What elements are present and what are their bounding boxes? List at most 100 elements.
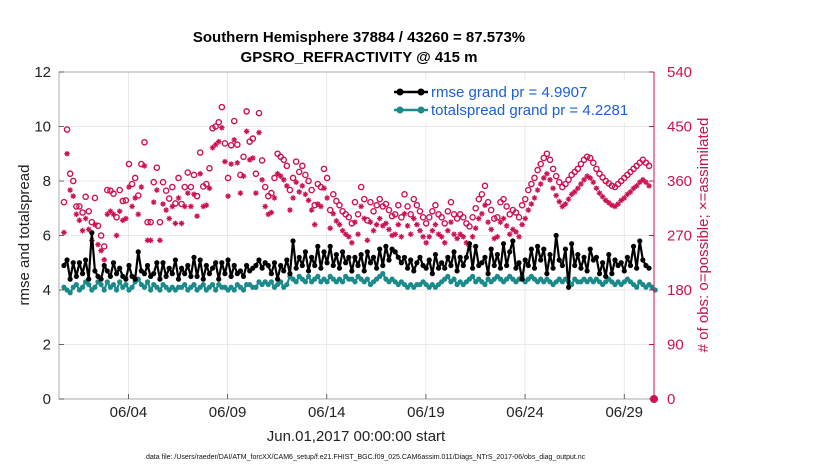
legend-rmse-marker-left — [396, 88, 404, 96]
rmse-point-81 — [312, 262, 318, 269]
obs-assimilated-point-2 — [67, 187, 73, 193]
x-tick-label-0: 06/04 — [110, 404, 148, 421]
y-axis-left: 0 2 4 6 8 10 12 — [34, 64, 64, 408]
obs-assimilated-point-185 — [633, 183, 640, 189]
obs-possible-point-126 — [450, 211, 458, 218]
totalspread-point-6 — [79, 284, 86, 290]
rmse-point-167 — [578, 265, 584, 271]
rmse-point-136 — [482, 254, 488, 260]
obs-possible-point-149 — [521, 195, 529, 203]
obs-assimilated-point-117 — [423, 239, 429, 246]
obs-possible-point-134 — [475, 195, 483, 203]
obs-assimilated-point-159 — [553, 192, 559, 199]
obs-assimilated-point-120 — [432, 221, 439, 228]
y-left-tick-label-5: 10 — [34, 119, 51, 136]
obs-assimilated-point-32 — [160, 201, 166, 207]
obs-possible-point-52 — [221, 140, 229, 147]
obs-possible-point-10 — [91, 194, 99, 202]
rmse-point-131 — [466, 241, 473, 247]
obs-assimilated-point-90 — [339, 227, 346, 234]
obs-possible-point-138 — [487, 206, 495, 214]
legend-spread-marker-left — [396, 106, 404, 114]
rmse-point-100 — [370, 254, 377, 260]
obs-assimilated-point-19 — [119, 217, 126, 224]
x-tick-label-2: 06/14 — [308, 404, 346, 421]
obs-assimilated-point-189 — [646, 183, 652, 189]
obs-possible-point-35 — [169, 183, 176, 191]
totalspread-point-12 — [98, 281, 104, 288]
obs-assimilated-point-166 — [575, 185, 581, 192]
obs-assimilated-point-22 — [129, 203, 135, 210]
obs-possible-point-144 — [506, 211, 514, 218]
rmse-point-166 — [575, 251, 581, 258]
rmse-point-75 — [293, 265, 299, 271]
totalspread-point-67 — [268, 279, 274, 285]
obs-assimilated-point-12 — [98, 247, 104, 254]
obs-possible-point-154 — [537, 160, 544, 168]
obs-possible-point-169 — [583, 153, 591, 161]
obs-possible-point-129 — [460, 214, 467, 221]
obs-assimilated-point-67 — [268, 209, 275, 216]
rmse-point-95 — [355, 262, 361, 269]
y-left-tick-label-1: 2 — [43, 337, 51, 354]
rmse-point-101 — [374, 265, 380, 271]
obs-possible-point-105 — [385, 206, 393, 214]
obs-possible-point-152 — [531, 174, 538, 182]
obs-possible-point-73 — [286, 186, 294, 194]
rmse-point-148 — [519, 276, 525, 282]
obs-assimilated-point-48 — [209, 144, 216, 151]
obs-assimilated-point-60 — [246, 157, 253, 163]
obs-assimilated-point-17 — [113, 232, 120, 239]
rmse-point-44 — [197, 257, 203, 263]
obs-possible-point-132 — [469, 214, 476, 221]
obs-assimilated-point-36 — [172, 220, 179, 227]
obs-assimilated-point-148 — [519, 221, 525, 228]
obs-possible-point-53 — [224, 174, 232, 182]
obs-assimilated-point-119 — [429, 227, 436, 234]
rmse-point-140 — [494, 251, 500, 258]
rmse-point-182 — [624, 254, 630, 260]
obs-assimilated-point-56 — [234, 160, 241, 166]
obs-possible-point-104 — [382, 200, 390, 208]
rmse-point-124 — [445, 254, 451, 260]
rmse-point-15 — [107, 273, 113, 279]
rmse-point-59 — [244, 262, 250, 269]
rmse-point-71 — [281, 268, 287, 274]
rmse-point-153 — [534, 243, 541, 249]
obs-assimilated-point-133 — [472, 225, 479, 232]
obs-assimilated-point-91 — [342, 231, 349, 238]
obs-possible-point-63 — [255, 109, 263, 117]
obs-possible-point-62 — [252, 170, 260, 178]
obs-possible-point-80 — [308, 186, 315, 194]
obs-assimilated-point-35 — [169, 203, 176, 210]
obs-assimilated-point-63 — [256, 129, 262, 136]
obs-assimilated-point-80 — [308, 207, 315, 213]
obs-possible-point-148 — [518, 201, 526, 209]
rmse-point-63 — [256, 257, 262, 263]
obs-possible-point-72 — [283, 162, 291, 170]
obs-assimilated-point-88 — [333, 218, 340, 224]
rmse-point-173 — [596, 271, 603, 277]
obs-assimilated-point-44 — [197, 170, 203, 177]
obs-possible-point-37 — [175, 174, 182, 182]
obs-assimilated-point-46 — [203, 202, 210, 209]
rmse-point-108 — [395, 254, 401, 260]
obs-possible-point-101 — [373, 201, 380, 209]
obs-possible-point-16 — [110, 190, 117, 198]
obs-assimilated-point-123 — [441, 239, 448, 246]
obs-assimilated-point-173 — [596, 190, 603, 196]
obs-assimilated-point-186 — [636, 179, 643, 186]
rmse-point-118 — [426, 257, 432, 263]
rmse-point-90 — [339, 249, 346, 255]
obs-assimilated-point-5 — [76, 217, 83, 224]
obs-assimilated-point-72 — [284, 183, 290, 189]
rmse-point-104 — [383, 243, 389, 249]
obs-assimilated-point-109 — [398, 233, 405, 240]
obs-assimilated-point-134 — [475, 215, 482, 222]
obs-possible-point-3 — [69, 177, 77, 185]
rmse-point-12 — [98, 276, 104, 282]
obs-assimilated-point-115 — [417, 227, 423, 234]
obs-assimilated-point-42 — [191, 191, 197, 198]
obs-possible-point-47 — [206, 164, 213, 172]
obs-possible-point-30 — [153, 164, 161, 171]
